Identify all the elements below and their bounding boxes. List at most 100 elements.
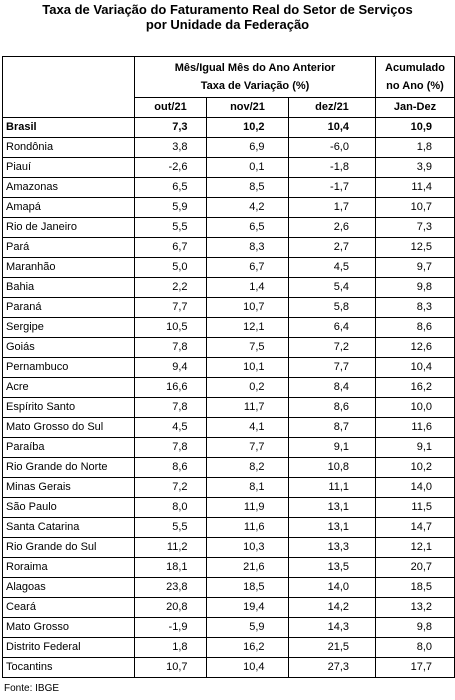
- cell-dez: 13,1: [288, 497, 376, 518]
- table-row: Mato Grosso do Sul 4,5 4,1 8,7 11,6: [2, 417, 455, 438]
- cell-nov-value: 6,7: [249, 261, 265, 273]
- cell-uf: Piauí: [2, 157, 135, 178]
- cell-nov-value: 6,5: [249, 221, 265, 233]
- cell-out-value: 5,5: [172, 521, 188, 533]
- cell-acum-value: 11,4: [411, 181, 432, 193]
- cell-nov-value: 0,1: [249, 161, 265, 173]
- cell-nov-value: 10,4: [243, 661, 265, 673]
- header-col-nov: nov/21: [206, 97, 289, 118]
- cell-acum: 7,3: [375, 217, 455, 238]
- cell-acum-value: 9,8: [416, 621, 432, 633]
- cell-nov-value: 8,2: [249, 461, 265, 473]
- cell-out-value: 5,9: [172, 201, 188, 213]
- cell-acum: 16,2: [375, 377, 455, 398]
- cell-acum-value: 1,8: [416, 141, 432, 153]
- cell-nov: 10,2: [206, 117, 289, 138]
- cell-nov-value: 8,3: [249, 241, 265, 253]
- cell-uf: Roraima: [2, 557, 135, 578]
- cell-out: 7,8: [134, 397, 207, 418]
- data-table: Mês/Igual Mês do Ano Anterior Taxa de Va…: [2, 56, 455, 678]
- cell-dez: 11,1: [288, 477, 376, 498]
- cell-acum: 8,0: [375, 637, 455, 658]
- cell-dez-value: 13,1: [327, 521, 349, 533]
- cell-out-value: 8,0: [172, 501, 188, 513]
- cell-out-value: 7,8: [172, 441, 188, 453]
- cell-uf: Amazonas: [2, 177, 135, 198]
- cell-dez-value: 27,3: [327, 661, 349, 673]
- cell-nov-value: 21,6: [243, 561, 265, 573]
- cell-nov: 12,1: [206, 317, 289, 338]
- cell-acum: 9,8: [375, 277, 455, 298]
- cell-dez-value: 10,8: [327, 461, 349, 473]
- cell-nov: 6,5: [206, 217, 289, 238]
- cell-uf: Tocantins: [2, 657, 135, 678]
- table-row: Bahia 2,2 1,4 5,4 9,8: [2, 277, 455, 298]
- cell-dez-value: 13,5: [327, 561, 349, 573]
- cell-acum-value: 8,0: [416, 641, 432, 653]
- cell-uf: Sergipe: [2, 317, 135, 338]
- cell-out: 18,1: [134, 557, 207, 578]
- table-row: Minas Gerais 7,2 8,1 11,1 14,0: [2, 477, 455, 498]
- cell-acum: 9,7: [375, 257, 455, 278]
- cell-nov: 1,4: [206, 277, 289, 298]
- cell-acum-value: 9,8: [416, 281, 432, 293]
- header-col-dez: dez/21: [288, 97, 376, 118]
- cell-acum-value: 20,7: [410, 561, 432, 573]
- cell-acum: 9,1: [375, 437, 455, 458]
- cell-nov-value: 11,7: [243, 401, 265, 413]
- table-row: Paraná 7,7 10,7 5,8 8,3: [2, 297, 455, 318]
- cell-out-value: 4,5: [172, 421, 188, 433]
- cell-acum: 18,5: [375, 577, 455, 598]
- cell-out-value: 7,8: [172, 341, 188, 353]
- cell-acum-value: 18,5: [410, 581, 432, 593]
- cell-dez-value: -1,8: [330, 161, 349, 173]
- table-row: Amapá 5,9 4,2 1,7 10,7: [2, 197, 455, 218]
- cell-nov: 8,2: [206, 457, 289, 478]
- cell-nov-value: 10,1: [243, 361, 265, 373]
- cell-out-value: 7,3: [172, 121, 188, 133]
- cell-acum: 11,5: [375, 497, 455, 518]
- cell-out: 5,9: [134, 197, 207, 218]
- cell-out: 1,8: [134, 637, 207, 658]
- cell-out: 7,8: [134, 437, 207, 458]
- cell-dez-value: 10,4: [327, 121, 349, 133]
- cell-nov: 18,5: [206, 577, 289, 598]
- header-acum-line-1: Acumulado: [385, 62, 445, 74]
- cell-acum-value: 17,7: [410, 661, 432, 673]
- cell-out-value: 1,8: [172, 641, 188, 653]
- cell-dez: 14,3: [288, 617, 376, 638]
- cell-nov-value: 1,4: [249, 281, 265, 293]
- cell-out-value: 9,4: [172, 361, 188, 373]
- title-line-1: Taxa de Variação do Faturamento Real do …: [42, 2, 413, 17]
- cell-out-value: 10,7: [166, 661, 188, 673]
- cell-uf: Rio de Janeiro: [2, 217, 135, 238]
- cell-nov: 11,6: [206, 517, 289, 538]
- cell-out-value: 2,2: [172, 281, 188, 293]
- cell-out-value: 7,7: [172, 301, 188, 313]
- cell-nov: 11,7: [206, 397, 289, 418]
- cell-acum: 9,8: [375, 617, 455, 638]
- cell-dez-value: 14,3: [327, 621, 349, 633]
- table-row: Acre 16,6 0,2 8,4 16,2: [2, 377, 455, 398]
- table-row: Alagoas 23,8 18,5 14,0 18,5: [2, 577, 455, 598]
- cell-acum: 14,0: [375, 477, 455, 498]
- cell-nov: 10,3: [206, 537, 289, 558]
- cell-uf: Mato Grosso: [2, 617, 135, 638]
- cell-nov: 7,5: [206, 337, 289, 358]
- cell-acum-value: 9,1: [416, 441, 432, 453]
- cell-nov-value: 18,5: [243, 581, 265, 593]
- cell-out-value: 18,1: [166, 561, 188, 573]
- cell-out: 16,6: [134, 377, 207, 398]
- cell-nov: 19,4: [206, 597, 289, 618]
- table-row: Piauí -2,6 0,1 -1,8 3,9: [2, 157, 455, 178]
- cell-nov: 7,7: [206, 437, 289, 458]
- table-row: Santa Catarina 5,5 11,6 13,1 14,7: [2, 517, 455, 538]
- cell-dez: 4,5: [288, 257, 376, 278]
- cell-dez: 13,5: [288, 557, 376, 578]
- cell-dez: 2,7: [288, 237, 376, 258]
- cell-nov-value: 11,6: [243, 521, 265, 533]
- header-col-out: out/21: [134, 97, 207, 118]
- table-title: Taxa de Variação do Faturamento Real do …: [0, 2, 455, 32]
- cell-out: -2,6: [134, 157, 207, 178]
- cell-acum: 1,8: [375, 137, 455, 158]
